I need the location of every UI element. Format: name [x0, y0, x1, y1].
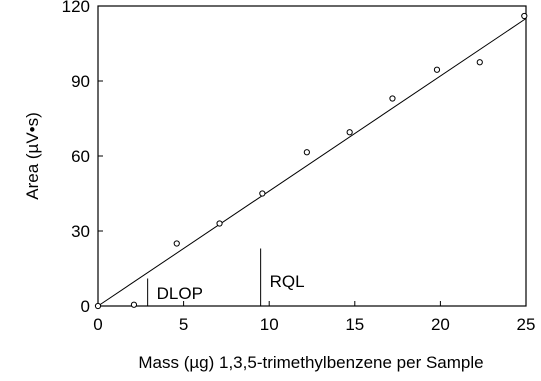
data-point: [389, 95, 396, 102]
plot-frame: [97, 5, 527, 307]
data-point: [476, 59, 483, 66]
fit-line: [97, 18, 527, 307]
data-point: [346, 129, 353, 136]
annotation-label: DLOP: [157, 284, 203, 303]
data-point: [303, 149, 310, 156]
x-tick-label: 10: [260, 315, 279, 334]
data-point: [94, 302, 102, 310]
x-tick-label: 25: [517, 315, 536, 334]
data-point: [521, 12, 528, 20]
x-axis-label: Mass (µg) 1,3,5-trimethylbenzene per Sam…: [138, 353, 483, 372]
annotations-layer: DLOP RQL: [147, 248, 305, 306]
x-tick-label: 0: [93, 315, 102, 334]
y-tick-label: 60: [71, 147, 90, 166]
x-tick-label: 20: [431, 315, 450, 334]
y-tick-label: 0: [81, 297, 90, 316]
data-points-layer: [94, 12, 528, 310]
x-axis: 0 5 10 15 20 25: [93, 301, 535, 334]
data-point: [433, 66, 441, 73]
y-axis-label: Area (µV•s): [23, 112, 42, 200]
y-axis: 0 30 60 90 120: [62, 0, 103, 316]
data-point: [130, 301, 138, 308]
data-point: [216, 220, 223, 227]
y-tick-label: 30: [71, 222, 90, 241]
data-point: [259, 190, 266, 197]
y-tick-label: 120: [62, 0, 90, 16]
x-tick-label: 5: [179, 315, 188, 334]
x-tick-label: 15: [345, 315, 364, 334]
annotation-label: RQL: [270, 272, 305, 291]
data-point: [173, 240, 180, 247]
y-tick-label: 90: [71, 72, 90, 91]
fit-line-layer: [97, 18, 527, 307]
